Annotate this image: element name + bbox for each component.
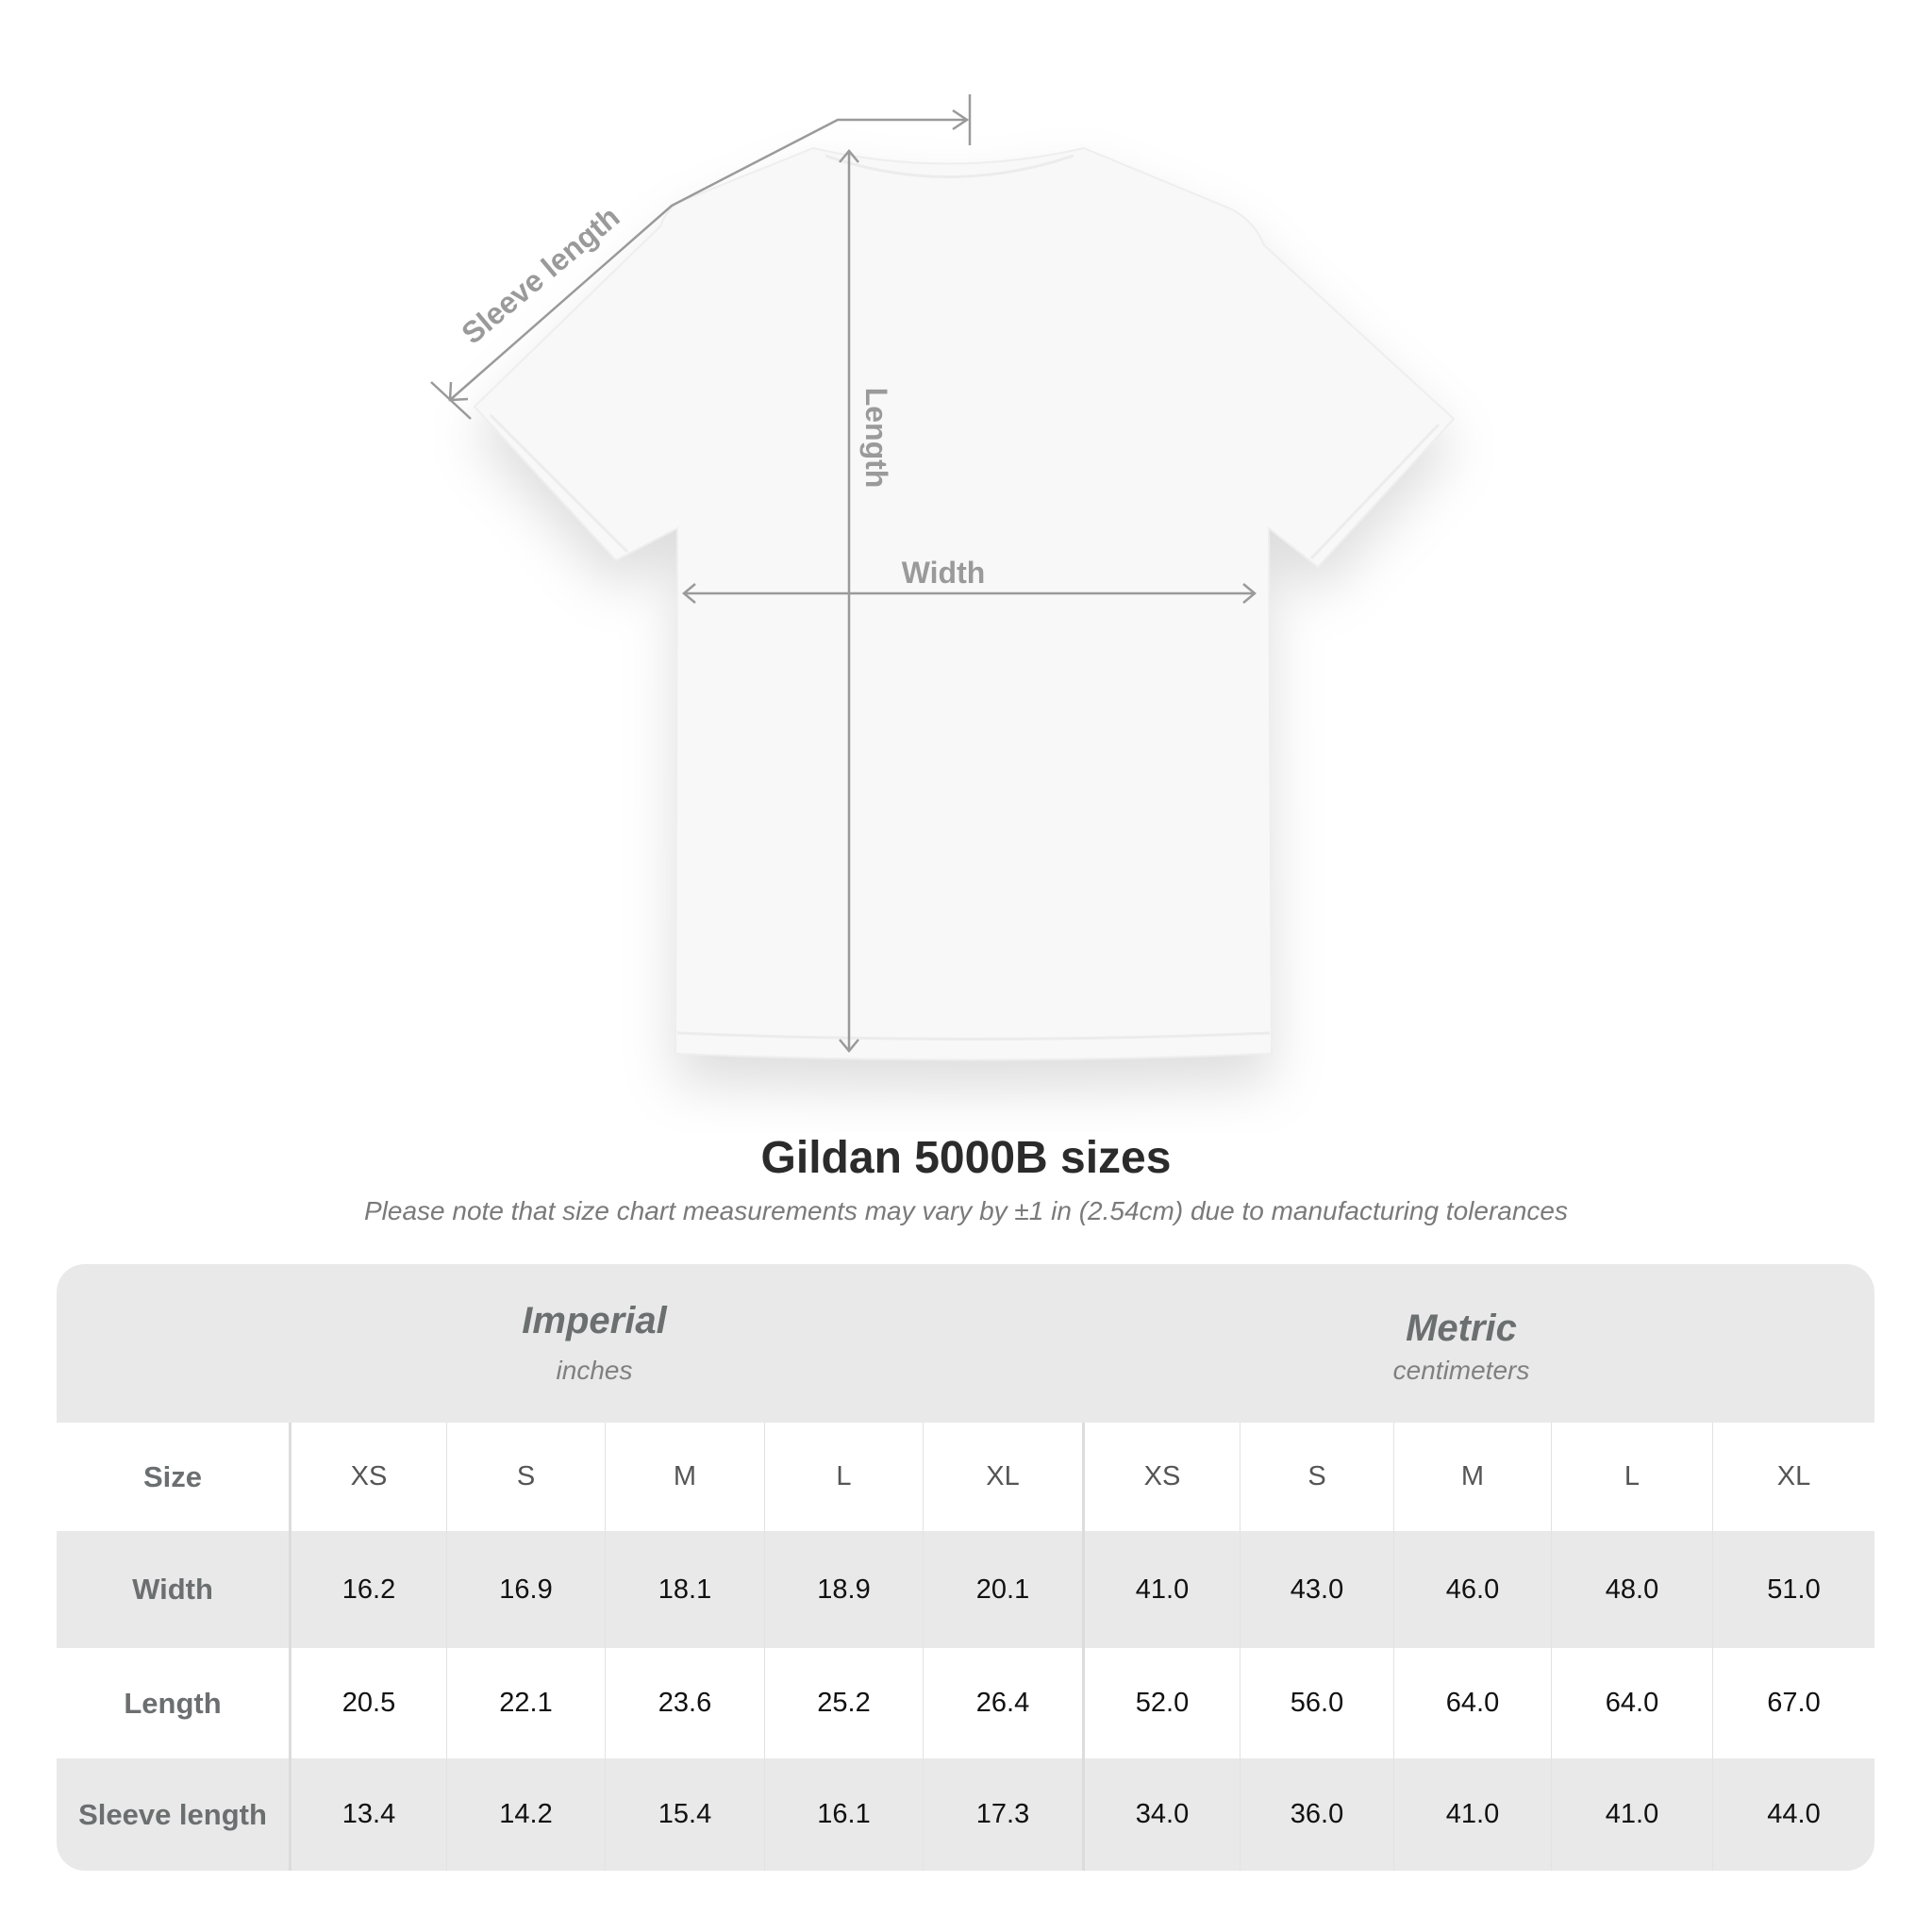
imperial-size-header: S — [446, 1423, 605, 1531]
metric-size-header: M — [1393, 1423, 1551, 1531]
imperial-value: 16.2 — [289, 1531, 446, 1648]
row-label: Sleeve length — [78, 1797, 267, 1831]
imperial-value: 14.2 — [446, 1758, 605, 1871]
collar-seam — [824, 154, 1074, 178]
size-table: Imperial inches Metric centimeters Size X… — [57, 1264, 1874, 1871]
imperial-size-header: XL — [923, 1423, 1082, 1531]
size-header-label: Size — [142, 1459, 203, 1493]
table-row: Sleeve length 13.4 14.2 15.4 16.1 17.3 34.0 36.… — [57, 1758, 1874, 1871]
imperial-unit: inches — [556, 1356, 633, 1385]
metric-value: 67.0 — [1712, 1648, 1874, 1758]
length-measure: Length — [839, 149, 893, 1053]
metric-value: 48.0 — [1551, 1531, 1712, 1648]
imperial-value: 16.1 — [764, 1758, 923, 1871]
metric-value: 36.0 — [1240, 1758, 1393, 1871]
tolerance-note: Please note that size chart measurements… — [364, 1196, 1568, 1225]
imperial-value: 25.2 — [764, 1648, 923, 1758]
sleeve-seam-left — [489, 413, 629, 554]
metric-value: 56.0 — [1240, 1648, 1393, 1758]
metric-value: 41.0 — [1082, 1531, 1240, 1648]
metric-title: Metric — [1406, 1307, 1517, 1349]
tshirt-illustration — [473, 146, 1456, 1061]
metric-value: 46.0 — [1393, 1531, 1551, 1648]
metric-unit: centimeters — [1392, 1356, 1530, 1385]
metric-value: 64.0 — [1551, 1648, 1712, 1758]
page-title: Gildan 5000B sizes — [760, 1133, 1172, 1183]
imperial-size-header: M — [605, 1423, 764, 1531]
row-label: Width — [132, 1573, 213, 1606]
tshirt-diagram: Sleeve length Length Width — [430, 94, 1456, 1061]
imperial-value: 22.1 — [446, 1648, 605, 1758]
imperial-value: 18.9 — [764, 1531, 923, 1648]
metric-size-header: L — [1551, 1423, 1712, 1531]
length-label: Length — [859, 388, 893, 489]
metric-value: 34.0 — [1082, 1758, 1240, 1871]
imperial-value: 16.9 — [446, 1531, 605, 1648]
imperial-header: Imperial inches — [311, 1300, 877, 1386]
metric-size-header: XL — [1712, 1423, 1874, 1531]
metric-value: 64.0 — [1393, 1648, 1551, 1758]
imperial-size-header: XS — [289, 1423, 446, 1531]
imperial-value: 26.4 — [923, 1648, 1082, 1758]
sleeve-seam-right — [1309, 423, 1441, 560]
metric-value: 41.0 — [1393, 1758, 1551, 1871]
metric-value: 51.0 — [1712, 1531, 1874, 1648]
width-label: Width — [902, 556, 986, 590]
imperial-size-header: L — [764, 1423, 923, 1531]
imperial-value: 15.4 — [605, 1758, 764, 1871]
hem-seam — [676, 1031, 1271, 1041]
imperial-value: 18.1 — [605, 1531, 764, 1648]
imperial-title: Imperial — [522, 1300, 667, 1341]
metric-header: Metric centimeters — [1178, 1307, 1744, 1386]
imperial-value: 20.1 — [923, 1531, 1082, 1648]
metric-value: 44.0 — [1712, 1758, 1874, 1871]
size-header-row: Size XS S M L XL XS S M L XL — [57, 1423, 1874, 1531]
width-measure: Width — [682, 556, 1257, 604]
table-row: Length 20.5 22.1 23.6 25.2 26.4 52.0 56.0 64.0 64… — [57, 1648, 1874, 1758]
imperial-value: 17.3 — [923, 1758, 1082, 1871]
table-row: Width 16.2 16.9 18.1 18.9 20.1 41.0 43.0 46.0 48.… — [57, 1531, 1874, 1648]
metric-size-header: XS — [1082, 1423, 1240, 1531]
metric-value: 43.0 — [1240, 1531, 1393, 1648]
imperial-value: 23.6 — [605, 1648, 764, 1758]
metric-value: 41.0 — [1551, 1758, 1712, 1871]
row-label: Length — [124, 1686, 222, 1720]
imperial-value: 20.5 — [289, 1648, 446, 1758]
metric-value: 52.0 — [1082, 1648, 1240, 1758]
metric-size-header: S — [1240, 1423, 1393, 1531]
imperial-value: 13.4 — [289, 1758, 446, 1871]
